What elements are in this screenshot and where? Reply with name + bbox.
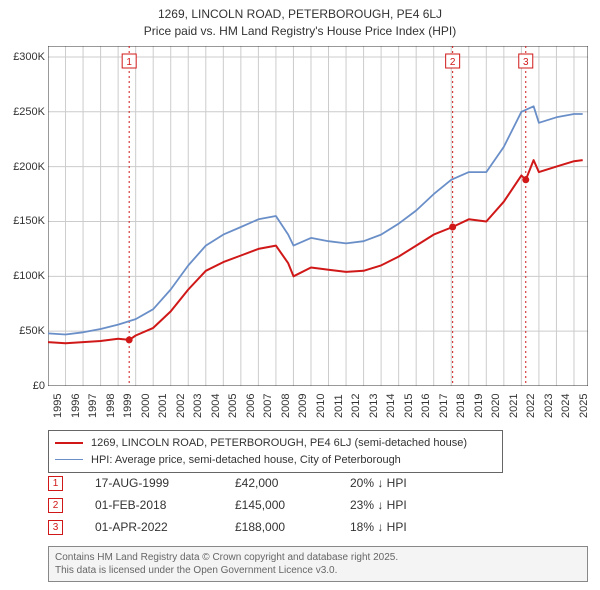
svg-text:3: 3 — [523, 57, 529, 68]
marker-badge: 1 — [48, 476, 63, 491]
y-tick-label: £200K — [13, 161, 45, 173]
footer-attribution: Contains HM Land Registry data © Crown c… — [48, 546, 588, 582]
x-tick-label: 2001 — [157, 394, 169, 418]
y-tick-label: £100K — [13, 270, 45, 282]
x-tick-label: 2019 — [473, 394, 485, 418]
marker-diff: 20% ↓ HPI — [350, 476, 407, 490]
y-tick-label: £50K — [19, 325, 45, 337]
x-tick-label: 2024 — [560, 394, 572, 418]
chart-svg: 1 2 3 — [48, 46, 588, 386]
y-tick-label: £150K — [13, 215, 45, 227]
chart-plot-area: 1 2 3 — [48, 46, 588, 386]
x-tick-label: 2025 — [578, 394, 590, 418]
title-block: 1269, LINCOLN ROAD, PETERBOROUGH, PE4 6L… — [0, 0, 600, 40]
x-tick-label: 2020 — [490, 394, 502, 418]
legend-row: 1269, LINCOLN ROAD, PETERBOROUGH, PE4 6L… — [55, 435, 496, 452]
legend-swatch-hpi — [55, 459, 83, 460]
x-tick-label: 2017 — [438, 394, 450, 418]
x-tick-label: 2006 — [245, 394, 257, 418]
x-tick-label: 2018 — [455, 394, 467, 418]
marker-diff: 23% ↓ HPI — [350, 498, 407, 512]
x-tick-label: 2008 — [280, 394, 292, 418]
marker-number: 2 — [53, 500, 59, 511]
x-tick-label: 1995 — [52, 394, 64, 418]
x-tick-label: 1998 — [105, 394, 117, 418]
x-tick-label: 2005 — [227, 394, 239, 418]
marker-badge: 3 — [48, 520, 63, 535]
legend-label-price: 1269, LINCOLN ROAD, PETERBOROUGH, PE4 6L… — [91, 435, 467, 452]
x-tick-label: 1997 — [87, 394, 99, 418]
x-tick-label: 2015 — [403, 394, 415, 418]
marker-price: £188,000 — [235, 520, 350, 534]
x-tick-label: 2000 — [140, 394, 152, 418]
x-tick-label: 2010 — [315, 394, 327, 418]
svg-text:1: 1 — [126, 57, 132, 68]
marker-row: 2 01-FEB-2018 £145,000 23% ↓ HPI — [48, 494, 407, 516]
marker-badge: 2 — [48, 498, 63, 513]
x-tick-label: 2004 — [210, 394, 222, 418]
x-tick-label: 2021 — [508, 394, 520, 418]
marker-diff: 18% ↓ HPI — [350, 520, 407, 534]
x-tick-label: 1996 — [70, 394, 82, 418]
x-tick-label: 2013 — [368, 394, 380, 418]
marker-date: 01-FEB-2018 — [95, 498, 235, 512]
x-tick-label: 2022 — [525, 394, 537, 418]
x-tick-label: 2003 — [192, 394, 204, 418]
legend-row: HPI: Average price, semi-detached house,… — [55, 452, 496, 469]
x-tick-label: 2023 — [543, 394, 555, 418]
y-tick-label: £250K — [13, 106, 45, 118]
marker-row: 1 17-AUG-1999 £42,000 20% ↓ HPI — [48, 472, 407, 494]
x-tick-label: 2002 — [175, 394, 187, 418]
x-tick-label: 2014 — [385, 394, 397, 418]
y-tick-label: £300K — [13, 51, 45, 63]
y-tick-label: £0 — [33, 380, 45, 392]
marker-row: 3 01-APR-2022 £188,000 18% ↓ HPI — [48, 516, 407, 538]
marker-number: 3 — [53, 522, 59, 533]
x-tick-label: 2016 — [420, 394, 432, 418]
marker-price: £145,000 — [235, 498, 350, 512]
x-tick-label: 2007 — [262, 394, 274, 418]
marker-table: 1 17-AUG-1999 £42,000 20% ↓ HPI 2 01-FEB… — [48, 472, 407, 538]
marker-number: 1 — [53, 478, 59, 489]
legend-box: 1269, LINCOLN ROAD, PETERBOROUGH, PE4 6L… — [48, 430, 503, 473]
marker-date: 01-APR-2022 — [95, 520, 235, 534]
marker-price: £42,000 — [235, 476, 350, 490]
x-tick-label: 2012 — [350, 394, 362, 418]
svg-text:2: 2 — [450, 57, 456, 68]
marker-date: 17-AUG-1999 — [95, 476, 235, 490]
footer-line2: This data is licensed under the Open Gov… — [55, 564, 581, 577]
title-subtitle: Price paid vs. HM Land Registry's House … — [0, 23, 600, 40]
legend-swatch-price — [55, 442, 83, 444]
x-tick-label: 2009 — [297, 394, 309, 418]
footer-line1: Contains HM Land Registry data © Crown c… — [55, 551, 581, 564]
x-tick-label: 1999 — [122, 394, 134, 418]
legend-label-hpi: HPI: Average price, semi-detached house,… — [91, 452, 401, 469]
title-address: 1269, LINCOLN ROAD, PETERBOROUGH, PE4 6L… — [0, 6, 600, 23]
chart-container: 1269, LINCOLN ROAD, PETERBOROUGH, PE4 6L… — [0, 0, 600, 590]
x-tick-label: 2011 — [333, 394, 345, 418]
